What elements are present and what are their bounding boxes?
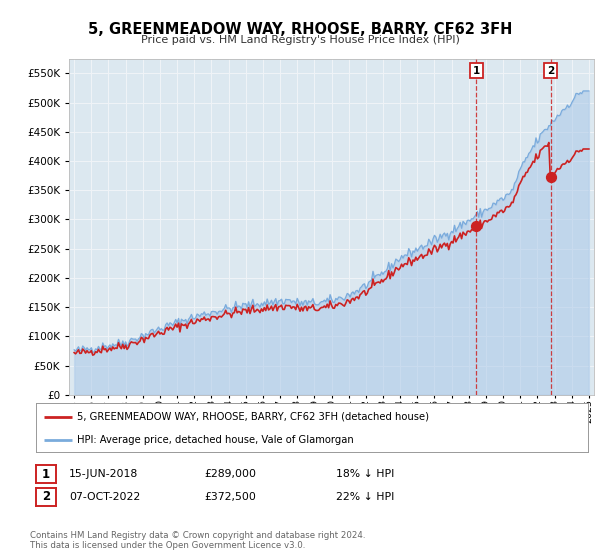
Text: 15-JUN-2018: 15-JUN-2018 [69,469,138,479]
Text: 1: 1 [473,66,480,76]
Text: 5, GREENMEADOW WAY, RHOOSE, BARRY, CF62 3FH: 5, GREENMEADOW WAY, RHOOSE, BARRY, CF62 … [88,22,512,38]
Text: HPI: Average price, detached house, Vale of Glamorgan: HPI: Average price, detached house, Vale… [77,435,354,445]
Text: 2: 2 [42,491,50,503]
Text: Contains HM Land Registry data © Crown copyright and database right 2024.: Contains HM Land Registry data © Crown c… [30,531,365,540]
Text: 5, GREENMEADOW WAY, RHOOSE, BARRY, CF62 3FH (detached house): 5, GREENMEADOW WAY, RHOOSE, BARRY, CF62 … [77,412,430,422]
Text: 07-OCT-2022: 07-OCT-2022 [69,492,140,502]
Text: This data is licensed under the Open Government Licence v3.0.: This data is licensed under the Open Gov… [30,541,305,550]
Text: 2: 2 [547,66,554,76]
Text: £289,000: £289,000 [204,469,256,479]
Text: 22% ↓ HPI: 22% ↓ HPI [336,492,394,502]
Text: 18% ↓ HPI: 18% ↓ HPI [336,469,394,479]
Point [472,221,481,230]
Text: 1: 1 [42,468,50,480]
Point [546,172,556,181]
Text: Price paid vs. HM Land Registry's House Price Index (HPI): Price paid vs. HM Land Registry's House … [140,35,460,45]
Text: £372,500: £372,500 [204,492,256,502]
